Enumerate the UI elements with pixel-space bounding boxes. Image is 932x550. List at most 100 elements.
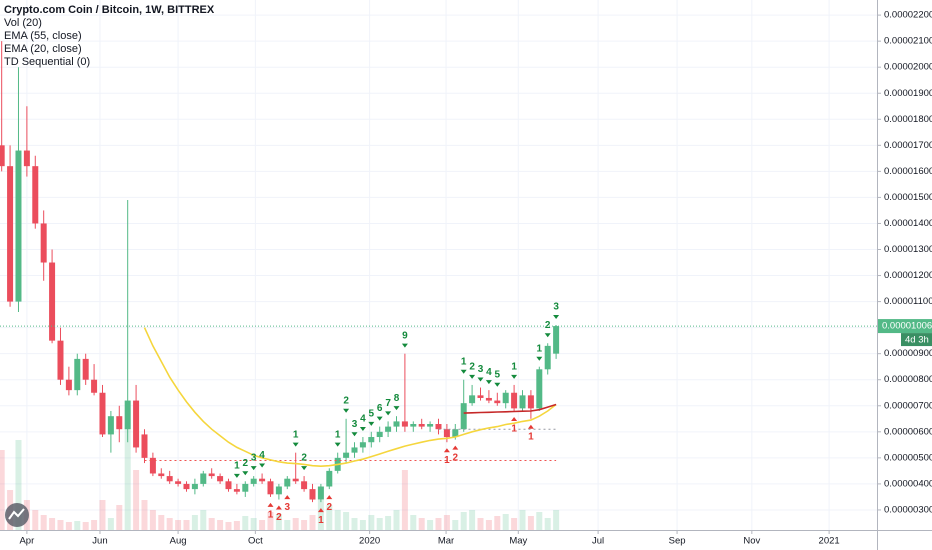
candle-body <box>191 483 198 490</box>
candle-body <box>519 395 526 409</box>
volume-bar <box>385 516 392 530</box>
td-arrow <box>284 495 291 500</box>
volume-bar <box>359 520 366 530</box>
td-arrow <box>317 508 324 513</box>
candle-body <box>124 400 131 430</box>
y-tick-label: 0.00001800 <box>884 114 932 125</box>
td-label: 4 <box>360 414 366 425</box>
volume-bar <box>393 510 400 530</box>
volume-bar <box>284 520 291 530</box>
td-arrow <box>233 473 240 478</box>
candle-body <box>343 452 350 458</box>
candle-body <box>208 473 215 477</box>
y-tick-label: 0.00000300 <box>884 504 932 515</box>
td-label: 3 <box>553 302 559 313</box>
td-arrow <box>301 466 308 471</box>
td-label: 1 <box>234 461 240 472</box>
grid <box>0 0 877 530</box>
td-label: 3 <box>352 419 358 430</box>
candle-body <box>385 426 392 432</box>
y-tick-label: 0.00000800 <box>884 374 932 385</box>
td-label: 1 <box>537 343 543 354</box>
volume-bar <box>309 515 316 530</box>
td-label: 1 <box>461 356 467 367</box>
volume-bar <box>267 512 274 530</box>
volume-bar <box>99 500 106 530</box>
volume-bar <box>141 500 148 530</box>
volume-pane <box>0 410 560 530</box>
volume-bar <box>57 520 64 530</box>
candle-body <box>32 166 39 224</box>
td-label: 1 <box>268 510 274 521</box>
candle-body <box>553 326 560 354</box>
x-tick-label: 2020 <box>359 536 380 547</box>
candle-body <box>200 473 207 484</box>
y-tick-label: 0.00002200 <box>884 10 932 21</box>
logo[interactable] <box>5 503 29 527</box>
candle-body <box>368 437 375 443</box>
x-tick-label: Jun <box>92 536 107 547</box>
td-arrow <box>368 421 375 426</box>
candle-body <box>267 481 274 495</box>
volume-bar <box>225 522 232 530</box>
y-tick-label: 0.00000500 <box>884 452 932 463</box>
volume-bar <box>32 510 39 530</box>
td-arrow <box>250 466 257 471</box>
candle-body <box>116 416 123 430</box>
candle-body <box>74 358 81 391</box>
candle-body <box>485 397 492 401</box>
volume-bar <box>74 521 81 530</box>
td-arrow <box>553 315 560 320</box>
td-arrow <box>401 343 408 348</box>
indicator-label: EMA (20, close) <box>4 43 82 55</box>
td-label: 5 <box>495 369 501 380</box>
volume-bar <box>133 470 140 530</box>
candle-body <box>326 470 333 487</box>
td-label: 3 <box>251 453 257 464</box>
volume-bar <box>91 520 98 530</box>
candle-body <box>225 481 232 490</box>
td-label: 3 <box>285 502 291 513</box>
candle-body <box>494 400 501 404</box>
volume-bar <box>519 510 526 530</box>
candle-body <box>502 392 509 404</box>
td-arrow <box>544 333 551 338</box>
td-arrow <box>359 427 366 432</box>
volume-bar <box>40 515 47 530</box>
volume-bar <box>65 522 72 530</box>
volume-bar <box>427 520 434 530</box>
volume-bar <box>376 518 383 530</box>
volume-bar <box>443 515 450 530</box>
candle-body <box>0 145 5 167</box>
volume-bar <box>485 520 492 530</box>
td-arrow <box>469 374 476 379</box>
td-arrow <box>477 377 484 382</box>
volume-bar <box>259 520 266 530</box>
volume-bar <box>502 514 509 530</box>
td-label: 2 <box>243 458 249 469</box>
volume-bar <box>418 518 425 530</box>
volume-bar <box>191 515 198 530</box>
y-tick-label: 0.00001400 <box>884 218 932 229</box>
volume-bar <box>334 510 341 530</box>
candle-body <box>275 486 282 495</box>
candle-body <box>99 392 106 435</box>
candle-body <box>40 223 47 263</box>
td-label: 3 <box>478 364 484 375</box>
candle-body <box>376 431 383 438</box>
candle-body <box>149 457 156 474</box>
candle-body <box>107 416 114 435</box>
td-label: 1 <box>444 455 450 466</box>
y-tick-label: 0.00000600 <box>884 426 932 437</box>
candle-body <box>410 424 417 427</box>
y-tick-label: 0.00002000 <box>884 62 932 73</box>
td-label: 2 <box>276 512 282 523</box>
volume-bar <box>527 516 534 530</box>
candle-body <box>15 150 22 302</box>
td-arrow <box>292 442 299 447</box>
candle-body <box>23 150 30 167</box>
candle-body <box>511 392 518 409</box>
td-arrow <box>259 463 266 468</box>
candle-body <box>317 486 324 500</box>
volume-bar <box>435 518 442 530</box>
